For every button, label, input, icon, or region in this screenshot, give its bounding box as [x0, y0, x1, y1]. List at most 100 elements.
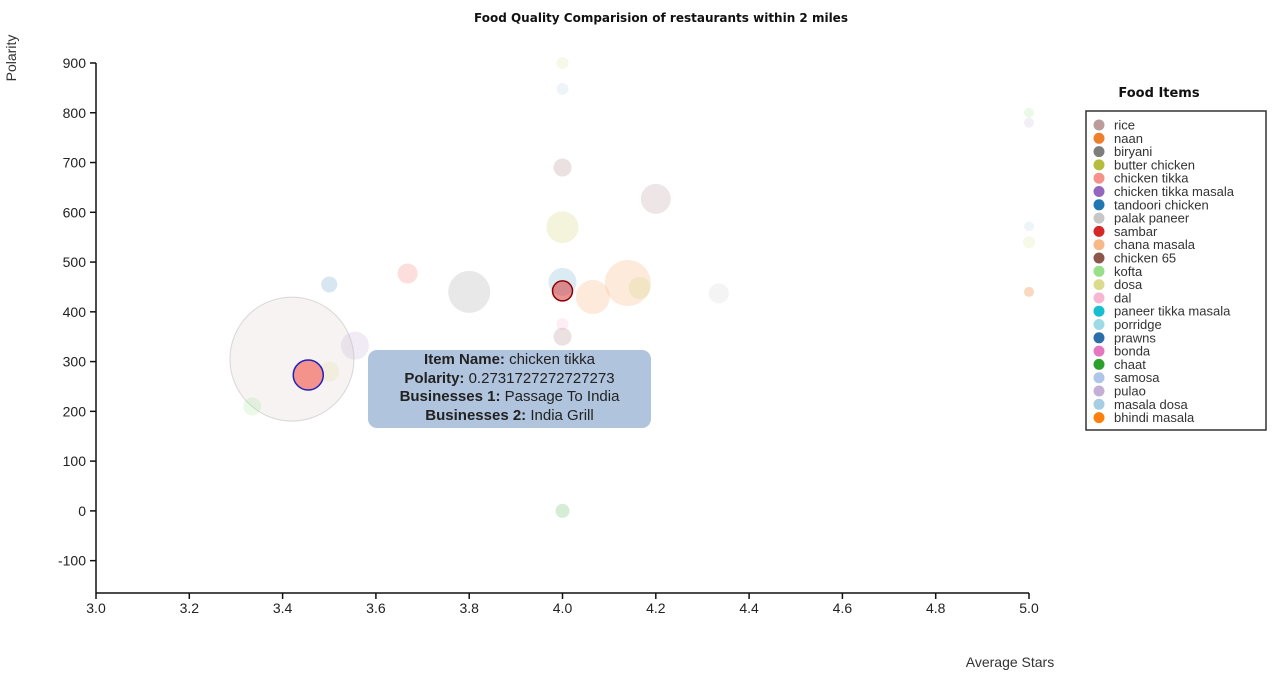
x-tick-label: 3.0	[86, 600, 106, 616]
data-point[interactable]	[448, 270, 491, 313]
data-point[interactable]	[1023, 236, 1035, 249]
data-point[interactable]	[1024, 286, 1034, 297]
chart-title: Food Quality Comparision of restaurants …	[474, 11, 848, 25]
legend-label: chana masala	[1114, 237, 1196, 252]
x-axis-title: Average Stars	[966, 654, 1054, 670]
legend-swatch	[1093, 332, 1105, 344]
legend-swatch	[1093, 292, 1105, 304]
data-point[interactable]	[575, 279, 610, 314]
y-tick-label: 100	[63, 453, 87, 469]
data-point[interactable]	[243, 397, 262, 416]
y-tick-label: 600	[63, 204, 87, 220]
legend-label: porridge	[1114, 317, 1162, 332]
x-tick-label: 4.8	[926, 600, 946, 616]
data-point[interactable]	[397, 263, 418, 284]
legend-swatch	[1093, 119, 1105, 131]
x-tick-label: 5.0	[1019, 600, 1039, 616]
data-point[interactable]	[1024, 117, 1034, 128]
data-point[interactable]	[556, 57, 569, 69]
legend-label: butter chicken	[1114, 157, 1195, 172]
data-point[interactable]	[640, 183, 671, 214]
legend-label: chicken tikka	[1114, 171, 1189, 186]
legend-label: pulao	[1114, 384, 1146, 399]
legend-label: chicken 65	[1114, 251, 1176, 266]
legend-label: chicken tikka masala	[1114, 184, 1235, 199]
legend-swatch	[1093, 172, 1105, 184]
legend-swatch	[1093, 372, 1105, 384]
legend-label: paneer tikka masala	[1114, 304, 1231, 319]
y-tick-label: 500	[63, 254, 87, 270]
legend-label: dosa	[1114, 277, 1143, 292]
tooltip-item-row: Item Name: chicken tikka	[368, 351, 651, 370]
legend-swatch	[1093, 159, 1105, 171]
legend-swatch	[1093, 146, 1105, 158]
legend-label: tandoori chicken	[1114, 197, 1209, 212]
x-tick-label: 4.0	[553, 600, 573, 616]
y-tick-label: 700	[63, 155, 87, 171]
highlighted-point[interactable]	[292, 359, 325, 391]
legend-swatch	[1093, 212, 1105, 224]
x-tick-label: 4.6	[833, 600, 853, 616]
legend-label: prawns	[1114, 330, 1156, 345]
points-group	[229, 57, 1035, 518]
tooltip-item-label: Item Name:	[424, 351, 505, 368]
y-tick-label: 0	[78, 503, 86, 519]
data-point[interactable]	[1024, 107, 1034, 118]
y-tick-label: 800	[63, 105, 87, 121]
data-point[interactable]	[340, 331, 369, 360]
data-point[interactable]	[604, 259, 651, 306]
y-tick-label: -100	[58, 553, 86, 569]
data-point[interactable]	[555, 503, 570, 518]
legend-swatch	[1093, 358, 1105, 370]
legend-label: naan	[1114, 131, 1143, 146]
legend-label: sambar	[1114, 224, 1158, 239]
legend-swatch	[1093, 398, 1105, 410]
x-tick-label: 3.2	[180, 600, 200, 616]
legend-swatch	[1093, 186, 1105, 197]
x-tick-label: 3.8	[459, 600, 479, 616]
y-tick-label: 200	[63, 403, 87, 419]
data-point[interactable]	[551, 280, 574, 302]
tooltip-business1-row: Businesses 1: Passage To India	[368, 388, 651, 407]
data-point[interactable]	[553, 158, 572, 177]
data-point[interactable]	[321, 276, 338, 293]
x-tick-label: 4.2	[646, 600, 666, 616]
tooltip-business1-label: Businesses 1:	[399, 388, 501, 405]
legend-label: biryani	[1114, 144, 1152, 159]
legend-title: Food Items	[1118, 86, 1199, 101]
legend-swatch	[1093, 132, 1105, 144]
data-point[interactable]	[1024, 221, 1034, 232]
legend-label: kofta	[1114, 264, 1143, 279]
legend-swatch	[1093, 345, 1105, 357]
tooltip-polarity-label: Polarity:	[404, 369, 465, 387]
y-axis-title: Polarity	[3, 35, 19, 82]
legend-swatch	[1093, 252, 1105, 264]
legend-swatch	[1093, 385, 1105, 397]
y-tick-label: 300	[63, 354, 87, 370]
legend-swatch	[1093, 225, 1105, 237]
tooltip-business2-label: Businesses 2:	[425, 406, 527, 424]
x-tick-label: 4.4	[739, 600, 759, 616]
data-point[interactable]	[628, 276, 651, 299]
legend-swatch	[1093, 199, 1105, 211]
legend-label: bonda	[1114, 344, 1151, 359]
data-point[interactable]	[556, 318, 569, 331]
legend-label: samosa	[1114, 370, 1160, 385]
legend-swatch	[1093, 319, 1105, 330]
data-point[interactable]	[708, 283, 729, 304]
legend-label: dal	[1114, 290, 1131, 305]
data-point[interactable]	[229, 296, 355, 422]
data-point[interactable]	[556, 82, 569, 95]
y-tick-label: 400	[63, 304, 87, 320]
data-point[interactable]	[546, 211, 579, 244]
legend-swatch	[1093, 279, 1105, 291]
legend-swatch	[1093, 305, 1105, 317]
data-point[interactable]	[319, 361, 340, 382]
x-tick-label: 3.4	[273, 600, 293, 616]
tooltip-business2-value: India Grill	[530, 406, 594, 424]
data-point[interactable]	[553, 327, 572, 346]
legend-label: chaat	[1114, 357, 1146, 372]
x-tick-label: 3.6	[366, 600, 386, 616]
tooltip-business2-row: Businesses 2: India Grill	[368, 407, 651, 426]
